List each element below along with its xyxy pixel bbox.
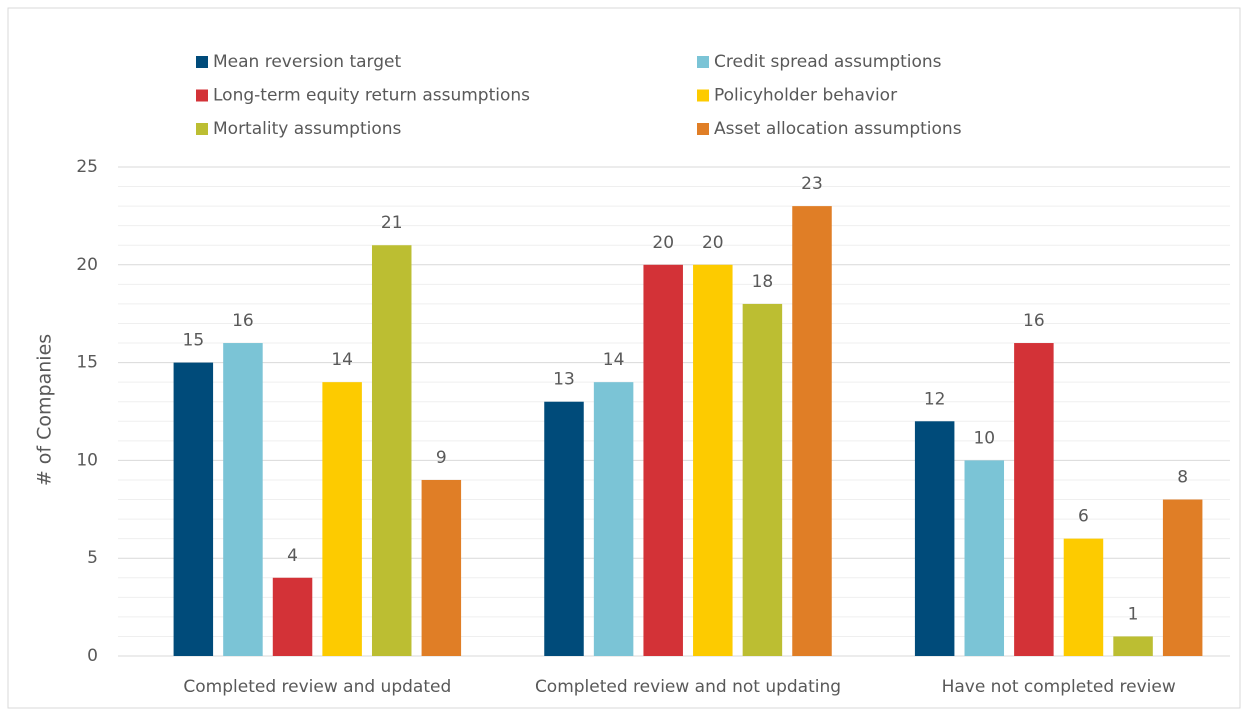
bar: [593, 382, 634, 656]
bar: [272, 577, 313, 656]
data-label: 18: [752, 272, 774, 292]
bar: [742, 303, 783, 656]
data-label: 16: [1023, 311, 1045, 331]
y-tick-label: 10: [76, 450, 98, 470]
data-label: 21: [381, 213, 403, 233]
x-tick-label: Completed review and not updating: [535, 677, 841, 697]
data-label: 14: [331, 350, 353, 370]
data-label: 6: [1078, 507, 1089, 527]
x-tick-label: Have not completed review: [942, 677, 1176, 697]
bar: [1113, 636, 1153, 656]
bar: [1162, 499, 1203, 656]
legend-swatch: [697, 56, 709, 68]
data-label: 16: [232, 311, 254, 331]
data-label: 10: [973, 428, 995, 448]
bar: [1014, 343, 1054, 656]
bar: [914, 421, 955, 656]
legend-swatch: [196, 123, 208, 135]
x-tick-label: Completed review and updated: [183, 677, 451, 697]
data-label: 1: [1128, 604, 1139, 624]
bar: [322, 382, 362, 656]
legend-swatch: [196, 56, 208, 68]
y-tick-label: 5: [87, 548, 98, 568]
bar: [964, 460, 1005, 656]
data-label: 14: [603, 350, 625, 370]
data-label: 15: [183, 331, 205, 351]
legend-label: Asset allocation assumptions: [714, 119, 962, 139]
data-label: 23: [801, 174, 823, 194]
data-label: 20: [652, 233, 674, 253]
data-label: 20: [702, 233, 724, 253]
legend-swatch: [196, 89, 208, 102]
data-label: 9: [436, 448, 447, 468]
legend-label: Mortality assumptions: [213, 119, 402, 139]
bar: [643, 264, 683, 656]
legend-label: Policyholder behavior: [714, 86, 897, 106]
bar: [421, 479, 462, 656]
bar: [792, 206, 832, 656]
legend-label: Mean reversion target: [213, 52, 401, 72]
legend-swatch: [697, 123, 709, 135]
data-label: 4: [287, 546, 298, 566]
y-axis-title: # of Companies: [34, 334, 56, 486]
bar: [223, 343, 263, 656]
y-tick-label: 0: [87, 646, 98, 666]
bar: [371, 245, 412, 657]
chart-frame: [7, 7, 1241, 709]
y-tick-label: 20: [76, 255, 98, 275]
legend-swatch: [697, 89, 709, 102]
y-tick-label: 25: [76, 157, 98, 177]
bar: [693, 264, 733, 656]
y-tick-label: 15: [76, 353, 98, 373]
bar: [544, 401, 584, 656]
bar: [173, 362, 214, 656]
data-label: 12: [924, 389, 946, 409]
legend-label: Long-term equity return assumptions: [213, 86, 530, 106]
legend-label: Credit spread assumptions: [714, 52, 942, 72]
data-label: 8: [1177, 468, 1188, 488]
data-label: 13: [553, 370, 575, 390]
bar: [1063, 538, 1104, 656]
